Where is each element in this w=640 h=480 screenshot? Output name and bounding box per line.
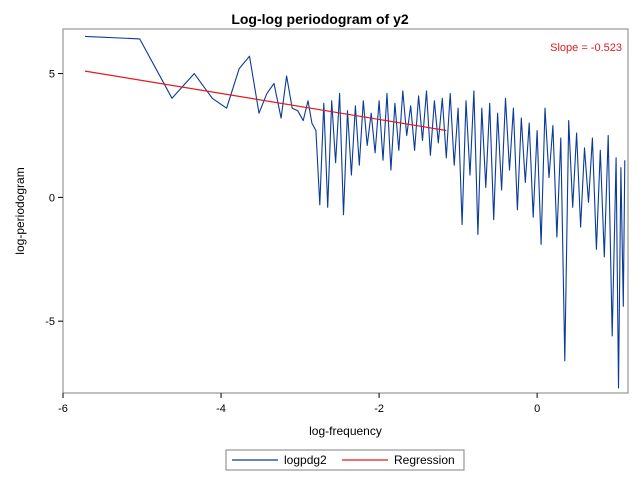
y-axis-label: log-periodogram (13, 167, 27, 254)
legend-box (225, 449, 465, 471)
y-tick-label: -5 (45, 316, 55, 328)
x-tick-label: -4 (216, 403, 226, 415)
x-tick-label: 0 (534, 403, 540, 415)
legend-label-regression: Regression (394, 453, 455, 467)
x-tick-label: -2 (374, 403, 384, 415)
plot-area-frame (62, 28, 629, 394)
legend: logpdg2 Regression (225, 449, 465, 471)
regression-line (85, 70, 447, 132)
x-axis: -6 -4 -2 0 (58, 393, 540, 415)
legend-label-logpdg2: logpdg2 (284, 453, 327, 467)
x-tick-label: -6 (58, 403, 68, 415)
chart-title: Log-log periodogram of y2 (231, 11, 409, 27)
series-layer (85, 35, 626, 389)
x-axis-label: log-frequency (309, 424, 382, 438)
logpdg2-series-line (85, 35, 626, 389)
y-tick-label: 0 (49, 192, 55, 204)
y-tick-label: 5 (49, 69, 55, 81)
y-axis: -5 0 5 (45, 69, 63, 328)
slope-annotation: Slope = -0.523 (550, 42, 622, 54)
